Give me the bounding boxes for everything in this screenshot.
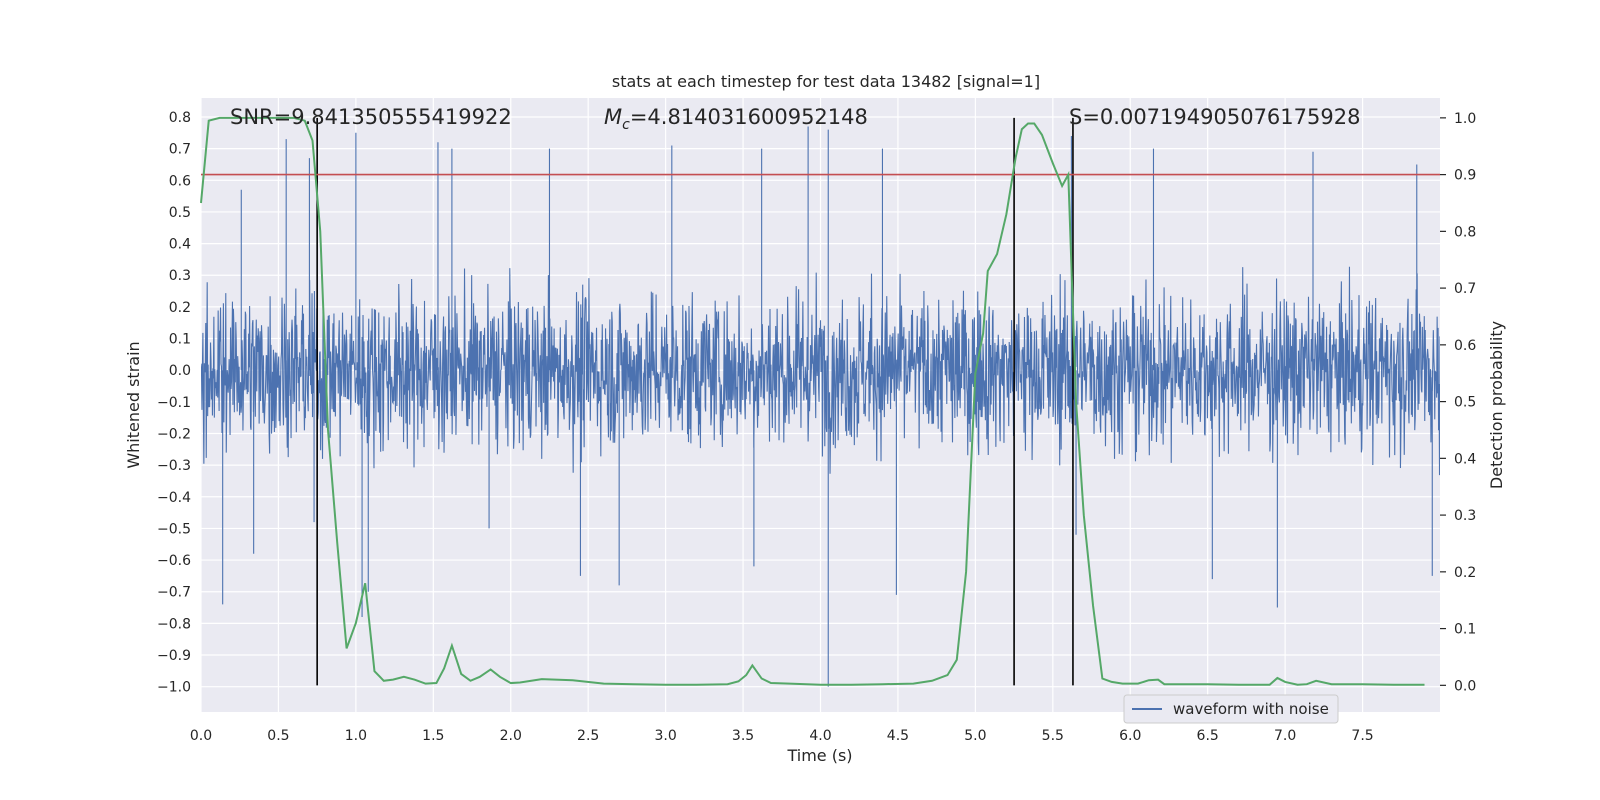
y-left-tick-label: 0.5	[169, 205, 191, 221]
y-left-tick-label: 0.3	[169, 268, 191, 284]
legend-box	[1123, 694, 1339, 724]
y-axis-right-label: Detection probability	[1487, 321, 1506, 489]
y-right-tick-label: 0.1	[1454, 622, 1476, 638]
x-tick-label: 5.5	[1042, 728, 1064, 744]
x-tick-label: 1.5	[422, 728, 444, 744]
y-axis-right-ticks: 0.0 0.1 0.2 0.3 0.4 0.5 0.6 0.7 0.8 0.9 1.0	[1440, 111, 1476, 694]
x-axis-ticks: 0.0 0.5 1.0 1.5 2.0 2.5 3.0 3.5 4.0 4.5 5.0 5.5 6.0 6…	[190, 728, 1374, 744]
stat-annotations: SNR=9.841350555419922 Mc=4.8140316009521…	[230, 105, 1360, 133]
y-left-tick-label: −0.6	[157, 553, 191, 569]
y-right-tick-label: 0.0	[1454, 678, 1476, 694]
vertical-marker-lines	[316, 117, 1074, 686]
detection-probability-series	[200, 116, 1425, 686]
x-axis-label: Time (s)	[786, 746, 852, 765]
probability-line	[200, 116, 1425, 686]
x-tick-label: 7.0	[1274, 728, 1296, 744]
chirp-mass-value: =4.814031600952148	[630, 105, 868, 129]
y-left-tick-label: −0.9	[157, 648, 191, 664]
y-axis-left-label: Whitened strain	[124, 341, 143, 468]
y-left-tick-label: −0.5	[157, 521, 191, 537]
y-axis-left-ticks: 0.8 0.7 0.6 0.5 0.4 0.3 0.2 0.1 0.0 −0.1 −0.2 −0.3 −…	[157, 110, 191, 696]
y-left-tick-label: −0.1	[157, 395, 191, 411]
y-left-tick-label: 0.2	[169, 300, 191, 316]
y-left-tick-label: 0.8	[169, 110, 191, 126]
x-tick-label: 3.0	[654, 728, 676, 744]
y-right-tick-label: 1.0	[1454, 111, 1476, 127]
x-tick-label: 5.0	[964, 728, 986, 744]
y-right-tick-label: 0.4	[1454, 451, 1476, 467]
x-tick-label: 3.5	[732, 728, 754, 744]
x-tick-label: 1.0	[345, 728, 367, 744]
chirp-mass-subscript: c	[622, 117, 630, 133]
x-tick-label: 2.5	[577, 728, 599, 744]
y-right-tick-label: 0.3	[1454, 508, 1476, 524]
y-left-tick-label: −0.7	[157, 585, 191, 601]
x-tick-label: 0.0	[190, 728, 212, 744]
y-left-tick-label: −0.4	[157, 490, 191, 506]
y-left-tick-label: 0.1	[169, 332, 191, 348]
x-tick-label: 6.5	[1197, 728, 1219, 744]
y-left-tick-label: −0.8	[157, 616, 191, 632]
y-left-tick-label: −0.2	[157, 426, 191, 442]
x-tick-label: 6.0	[1119, 728, 1141, 744]
s-annotation: S=0.007194905076175928	[1069, 105, 1360, 129]
x-tick-label: 0.5	[267, 728, 289, 744]
chirp-mass-symbol: M	[604, 105, 622, 129]
y-left-tick-label: −1.0	[157, 680, 191, 696]
legend-label-waveform: waveform with noise	[1173, 700, 1329, 718]
x-tick-label: 7.5	[1351, 728, 1373, 744]
x-tick-label: 2.0	[500, 728, 522, 744]
snr-annotation: SNR=9.841350555419922	[230, 105, 512, 129]
y-left-tick-label: 0.6	[169, 173, 191, 189]
y-left-tick-label: 0.0	[169, 363, 191, 379]
y-left-tick-label: 0.7	[169, 142, 191, 158]
y-left-tick-label: −0.3	[157, 458, 191, 474]
x-tick-label: 4.5	[887, 728, 909, 744]
y-right-tick-label: 0.2	[1454, 565, 1476, 581]
y-right-tick-label: 0.6	[1454, 338, 1476, 354]
chirp-mass-annotation: Mc=4.814031600952148	[604, 105, 868, 133]
x-tick-label: 4.0	[809, 728, 831, 744]
chart-title: stats at each timestep for test data 134…	[612, 72, 1040, 91]
y-right-tick-label: 0.9	[1454, 168, 1476, 184]
y-right-tick-label: 0.7	[1454, 281, 1476, 297]
y-right-tick-label: 0.5	[1454, 395, 1476, 411]
y-left-tick-label: 0.4	[169, 237, 191, 253]
legend: waveform with noise	[1123, 694, 1339, 724]
y-right-tick-label: 0.8	[1454, 224, 1476, 240]
